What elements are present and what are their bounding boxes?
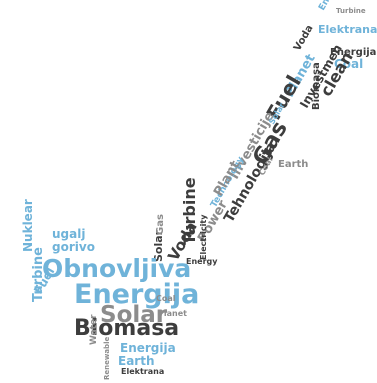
word-biomasa-main: Biomasa [74,316,180,341]
word-water-bottom: Water [89,314,99,345]
word-energija-bottom: Energija [120,341,176,355]
word-ugalj: ugalj [52,227,86,241]
word-turbine-top: Turbine [336,7,366,15]
word-planet-bottom: Planet [158,309,187,318]
word-earth-bottom: Earth [118,354,155,368]
word-energija-main: Energija [74,279,200,310]
word-energy-mid: Energy [186,257,218,266]
word-voda-top: Voda [292,23,316,53]
word-renewable-bottom: Renewable [103,336,111,380]
word-gas-small: Gas [155,214,166,235]
word-nuklear: Nuklear [21,199,35,252]
word-earth-mid: Earth [278,159,309,170]
word-electricity: Electricity [199,214,208,260]
word-elektrana-bottom: Elektrana [121,367,165,376]
word-biomasa-top: Biomasa [311,62,322,110]
word-elektrana-top: Elektrana [318,23,377,36]
word-gorivo: gorivo [52,240,95,254]
word-obnovljiva: Obnovljiva [42,254,192,283]
word-coal-top: Coal [334,57,364,71]
word-energija-mid: Energija [330,47,377,58]
word-solar-main: Solar [100,302,168,328]
word-coal-bottom: Coal [156,294,176,303]
